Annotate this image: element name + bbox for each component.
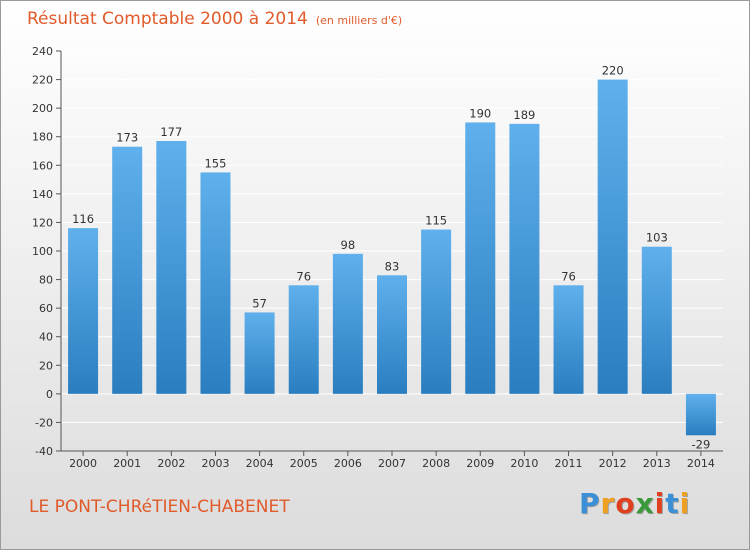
y-tick-label: 80 bbox=[39, 274, 53, 287]
y-tick-label: -40 bbox=[35, 445, 53, 458]
logo-letter: o bbox=[615, 487, 636, 520]
y-tick-label: 160 bbox=[32, 159, 53, 172]
unit-note: (en milliers d'€) bbox=[315, 14, 403, 27]
logo-letter: i bbox=[654, 487, 666, 520]
y-tick-label: 100 bbox=[32, 245, 53, 258]
bar bbox=[332, 253, 363, 394]
bar bbox=[288, 285, 319, 394]
x-tick-label: 2007 bbox=[378, 457, 406, 470]
x-tick-label: 2014 bbox=[687, 457, 715, 470]
x-tick-label: 2005 bbox=[290, 457, 318, 470]
bar-value-label: 220 bbox=[602, 64, 624, 78]
bar-value-label: 177 bbox=[160, 125, 182, 139]
x-tick-label: 2008 bbox=[422, 457, 450, 470]
bar bbox=[553, 285, 584, 394]
bar bbox=[377, 275, 407, 394]
logo-letter: i bbox=[679, 487, 691, 520]
y-tick-label: 240 bbox=[32, 45, 53, 58]
chart-title: Résultat Comptable 2000 à 2014 (en millie… bbox=[27, 9, 402, 29]
y-tick-label: 220 bbox=[32, 74, 53, 87]
title-text: Résultat Comptable 2000 à 2014 bbox=[27, 9, 308, 29]
y-tick-label: 180 bbox=[32, 131, 53, 144]
y-tick-label: 140 bbox=[32, 188, 53, 201]
bar-value-label: 189 bbox=[513, 108, 535, 122]
bar-value-label: 76 bbox=[561, 269, 576, 283]
bar bbox=[597, 79, 628, 394]
bar bbox=[200, 172, 231, 394]
bar-value-label: 76 bbox=[296, 269, 311, 283]
x-tick-label: 2006 bbox=[334, 457, 362, 470]
y-tick-label: 40 bbox=[39, 331, 53, 344]
x-tick-label: 2010 bbox=[510, 457, 538, 470]
bar bbox=[421, 229, 452, 394]
x-tick-label: 2012 bbox=[599, 457, 627, 470]
x-tick-label: 2011 bbox=[555, 457, 583, 470]
x-tick-label: 2009 bbox=[466, 457, 494, 470]
commune-name: LE PONT-CHRéTIEN-CHABENET bbox=[29, 497, 290, 517]
bar-value-label: 115 bbox=[425, 214, 447, 228]
proxiti-logo: Proxiti bbox=[579, 487, 690, 520]
y-tick-label: 200 bbox=[32, 102, 53, 115]
bar bbox=[112, 146, 143, 394]
bar-value-label: 57 bbox=[252, 296, 267, 310]
bar bbox=[465, 122, 496, 394]
y-tick-label: 60 bbox=[39, 302, 53, 315]
x-tick-label: 2002 bbox=[157, 457, 185, 470]
bar-value-label: 83 bbox=[385, 259, 400, 273]
bar-value-label: 190 bbox=[469, 106, 491, 120]
bar-value-label: 155 bbox=[204, 156, 226, 170]
bar-value-label: 116 bbox=[72, 212, 94, 226]
bar-value-label: -29 bbox=[692, 437, 711, 451]
bar bbox=[156, 141, 187, 394]
x-tick-label: 2001 bbox=[113, 457, 141, 470]
y-tick-label: 120 bbox=[32, 216, 53, 229]
bar-value-label: 173 bbox=[116, 131, 138, 145]
bar bbox=[244, 312, 275, 394]
y-tick-label: -20 bbox=[35, 416, 53, 429]
y-tick-label: 0 bbox=[46, 388, 53, 401]
bar bbox=[509, 123, 540, 394]
logo-letter: t bbox=[665, 487, 680, 520]
logo-letter: P bbox=[579, 487, 601, 520]
bar bbox=[68, 228, 99, 394]
logo-letter: x bbox=[635, 487, 655, 520]
bar-value-label: 98 bbox=[341, 238, 356, 252]
x-tick-label: 2004 bbox=[246, 457, 274, 470]
x-tick-label: 2013 bbox=[643, 457, 671, 470]
y-tick-label: 20 bbox=[39, 359, 53, 372]
x-tick-label: 2003 bbox=[201, 457, 229, 470]
logo-letter: r bbox=[600, 487, 616, 520]
x-tick-label: 2000 bbox=[69, 457, 97, 470]
bar-value-label: 103 bbox=[646, 231, 668, 245]
bar bbox=[641, 246, 672, 394]
bar bbox=[685, 393, 716, 436]
